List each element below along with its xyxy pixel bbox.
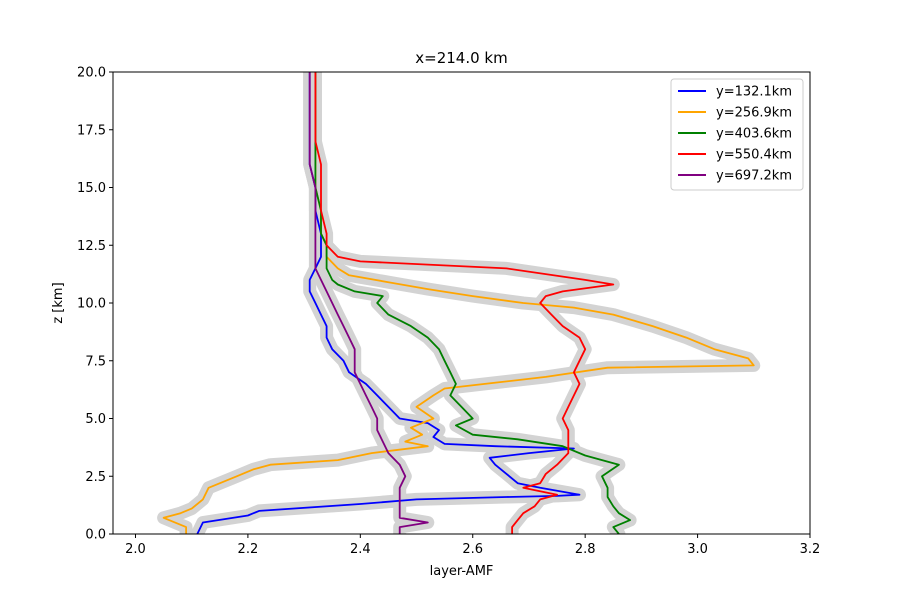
legend-box <box>670 78 804 191</box>
legend-label: y=550.4km <box>716 148 792 163</box>
chart-title: x=214.0 km <box>415 49 507 67</box>
y-axis-ticks: 0.0 2.5 5.0 7.5 10.0 12.5 15.0 17.5 20.0 <box>77 66 113 543</box>
x-tick-label: 3.2 <box>800 542 821 557</box>
y-axis-label: z [km] <box>51 282 66 323</box>
y-tick-label: 20.0 <box>77 66 106 81</box>
y-tick-label: 17.5 <box>77 123 106 138</box>
legend-label: y=132.1km <box>716 85 792 100</box>
legend-label: y=256.9km <box>716 106 792 121</box>
series-line-0 <box>196 72 581 534</box>
series-line-2 <box>314 72 631 534</box>
legend: y=132.1km y=256.9km y=403.6km y=550.4km y=69… <box>670 78 804 191</box>
x-tick-label: 2.6 <box>462 542 483 557</box>
legend-label: y=697.2km <box>716 169 792 184</box>
series-line-4 <box>308 72 429 534</box>
x-tick-label: 3.0 <box>687 542 708 557</box>
x-tick-label: 2.0 <box>125 542 146 557</box>
y-tick-label: 15.0 <box>77 181 106 196</box>
legend-label: y=403.6km <box>716 127 792 142</box>
x-axis-ticks: 2.0 2.2 2.4 2.6 2.8 3.0 3.2 <box>125 534 820 557</box>
series-lines <box>162 72 755 534</box>
x-axis-label: layer-AMF <box>430 564 494 579</box>
x-tick-label: 2.8 <box>575 542 596 557</box>
y-tick-label: 5.0 <box>85 412 106 427</box>
series-line-3 <box>314 72 615 534</box>
y-tick-label: 10.0 <box>77 297 106 312</box>
y-tick-label: 12.5 <box>77 239 106 254</box>
y-tick-label: 7.5 <box>85 354 106 369</box>
y-tick-label: 0.0 <box>85 528 106 543</box>
x-tick-label: 2.4 <box>350 542 371 557</box>
y-tick-label: 2.5 <box>85 470 106 485</box>
x-tick-label: 2.2 <box>238 542 259 557</box>
